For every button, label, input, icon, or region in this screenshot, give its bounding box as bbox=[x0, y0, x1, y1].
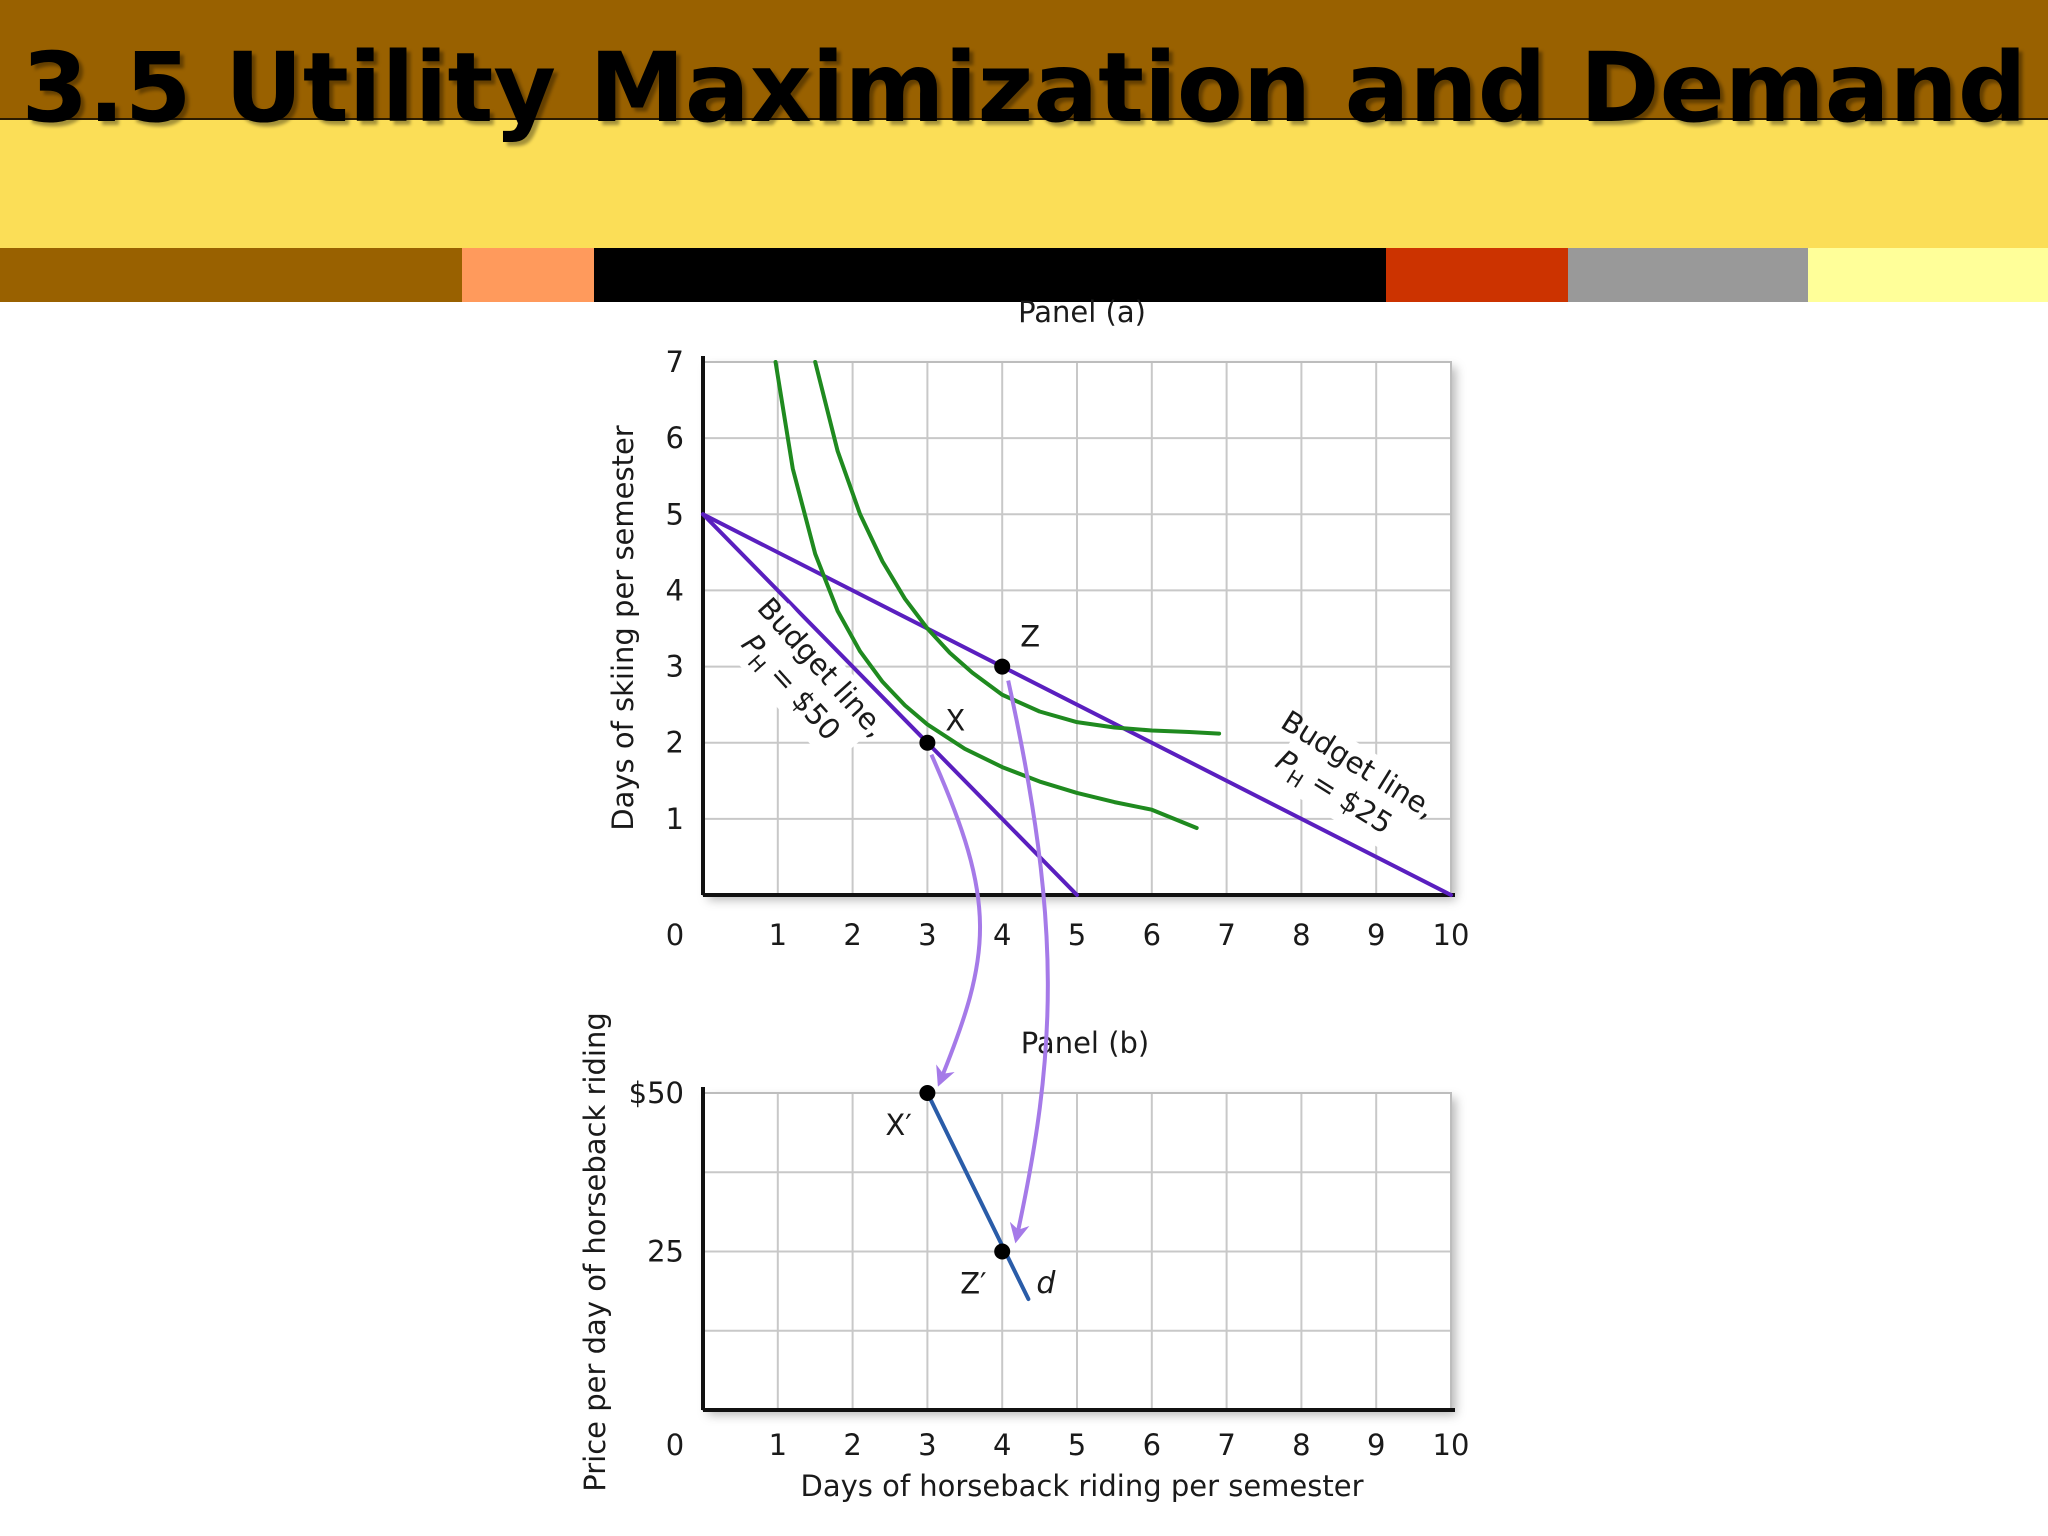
x-tick-label: 9 bbox=[1367, 918, 1385, 952]
color-strip-segment bbox=[594, 248, 1386, 302]
x-tick-label: 1 bbox=[769, 918, 787, 952]
x-tick-label: 10 bbox=[1433, 918, 1470, 952]
panel-a-title: Panel (a) bbox=[1018, 295, 1146, 329]
y-tick-label: 25 bbox=[647, 1235, 684, 1269]
header-rule bbox=[0, 118, 2048, 120]
y-tick-label: 7 bbox=[666, 345, 684, 379]
x-tick-label: 9 bbox=[1367, 1428, 1385, 1462]
point-x bbox=[919, 734, 936, 751]
x-tick-label: 2 bbox=[843, 1428, 861, 1462]
point-z bbox=[994, 658, 1011, 675]
slide-title: 3.5 Utility Maximization and Demand bbox=[21, 32, 2027, 144]
color-strip-segment bbox=[1808, 248, 2048, 302]
panel-a-chart: Panel (a) 0 1 2 3 4 5 6 7 8 9 10 1 2 3 4 5 6 7 Days of skii… bbox=[606, 295, 1469, 952]
x-tick-label: 6 bbox=[1143, 1428, 1161, 1462]
x-tick-label: 4 bbox=[993, 918, 1011, 952]
demand-curve-label: d bbox=[1036, 1266, 1056, 1301]
point-label: X′ bbox=[885, 1108, 911, 1142]
x-tick-label: 5 bbox=[1068, 1428, 1086, 1462]
x-tick-label: 10 bbox=[1433, 1428, 1470, 1462]
y-tick-label: $50 bbox=[629, 1076, 684, 1110]
color-strip-segment bbox=[462, 248, 594, 302]
x-tick-label: 0 bbox=[666, 918, 684, 952]
x-tick-label: 8 bbox=[1292, 918, 1310, 952]
y-tick-label: 4 bbox=[666, 573, 684, 607]
x-tick-label: 1 bbox=[769, 1428, 787, 1462]
point-z-prime bbox=[994, 1243, 1011, 1260]
header-title-band bbox=[0, 120, 2048, 248]
slide-header: 3.5 Utility Maximization and Demand bbox=[0, 0, 2048, 302]
x-tick-label: 0 bbox=[666, 1428, 684, 1462]
y-axis-label: Days of skiing per semester bbox=[606, 425, 640, 831]
point-label: Z bbox=[1020, 620, 1040, 654]
x-tick-label: 7 bbox=[1217, 918, 1235, 952]
label-background bbox=[1267, 712, 1436, 858]
y-tick-label: 6 bbox=[666, 421, 684, 455]
y-tick-label: 1 bbox=[666, 802, 684, 836]
x-tick-label: 4 bbox=[993, 1428, 1011, 1462]
panel-b-chart: Panel (b) 0 1 2 3 4 5 6 7 8 9 10 25 $50 Days of horseb… bbox=[578, 1012, 1469, 1503]
x-tick-label: 3 bbox=[918, 918, 936, 952]
indifference-curve bbox=[773, 360, 1199, 830]
budget-line bbox=[701, 512, 1079, 897]
x-tick-label: 3 bbox=[918, 1428, 936, 1462]
label-background bbox=[730, 603, 889, 767]
y-axis-label: Price per day of horseback riding bbox=[578, 1012, 612, 1491]
x-tick-label: 5 bbox=[1068, 918, 1086, 952]
color-strip-segment bbox=[0, 248, 462, 302]
indifference-curve bbox=[813, 360, 1222, 736]
x-tick-label: 2 bbox=[843, 918, 861, 952]
arrow-x-to-x-prime bbox=[929, 753, 982, 1087]
x-tick-label: 7 bbox=[1217, 1428, 1235, 1462]
header-top-band bbox=[0, 0, 2048, 118]
demand-curve bbox=[925, 1091, 1031, 1302]
point-label: X bbox=[945, 704, 965, 738]
color-strip-segment bbox=[1386, 248, 1568, 302]
panel-b-title: Panel (b) bbox=[1021, 1026, 1150, 1060]
y-tick-label: 5 bbox=[666, 497, 684, 531]
budget-line bbox=[701, 512, 1453, 897]
y-tick-label: 3 bbox=[666, 650, 684, 684]
point-x-prime bbox=[919, 1085, 936, 1101]
color-strip-segment bbox=[1568, 248, 1808, 302]
x-tick-label: 6 bbox=[1143, 918, 1161, 952]
point-label: Z′ bbox=[960, 1267, 986, 1301]
arrow-z-to-z-prime bbox=[1006, 680, 1050, 1244]
x-tick-label: 8 bbox=[1292, 1428, 1310, 1462]
x-axis-label: Days of horseback riding per semester bbox=[800, 1469, 1363, 1503]
connector-arrows bbox=[929, 680, 1050, 1244]
y-tick-label: 2 bbox=[666, 726, 684, 760]
